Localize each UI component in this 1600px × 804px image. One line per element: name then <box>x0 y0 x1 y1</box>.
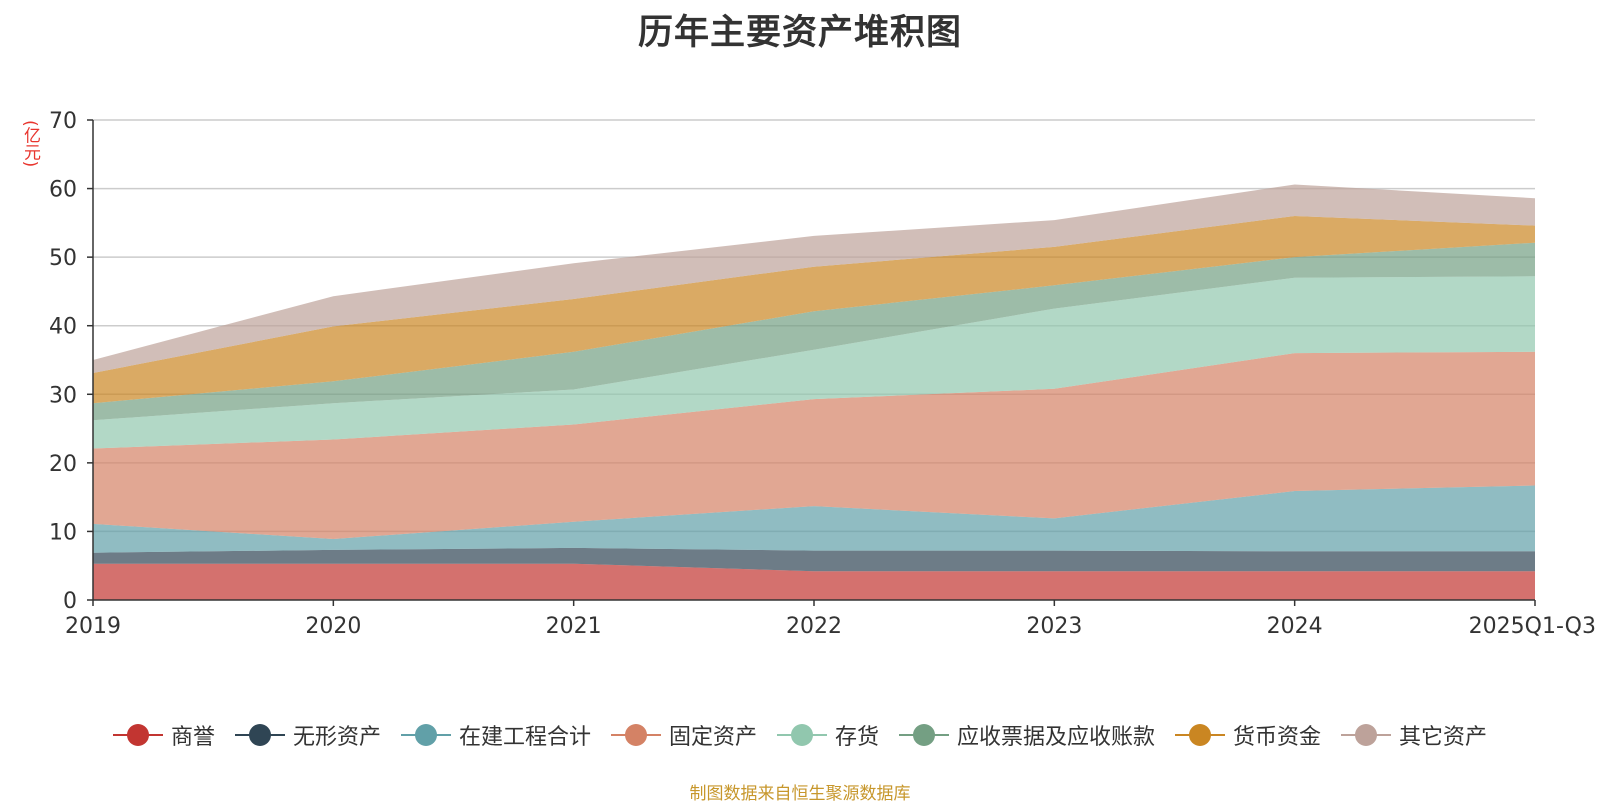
legend-item-4[interactable]: 存货 <box>777 719 879 751</box>
x-tick-label: 2025Q1-Q3 <box>1469 614 1596 639</box>
legend-marker-icon <box>1341 722 1392 748</box>
legend-item-5[interactable]: 应收票据及应收账款 <box>899 719 1155 751</box>
legend-marker-icon <box>400 722 451 748</box>
legend-item-2[interactable]: 在建工程合计 <box>400 719 591 751</box>
area-series-0 <box>93 563 1535 600</box>
legend-label: 在建工程合计 <box>458 725 591 750</box>
y-tick-label: 20 <box>49 452 77 477</box>
y-tick-label: 60 <box>49 178 77 203</box>
y-tick-label: 10 <box>49 520 77 545</box>
y-axis-unit-label: (亿元) <box>20 120 40 168</box>
area-series-4 <box>93 276 1535 449</box>
legend-item-6[interactable]: 货币资金 <box>1175 719 1321 751</box>
area-series-group <box>93 184 1535 600</box>
y-tick-label: 70 <box>49 109 77 134</box>
area-series-5 <box>93 242 1535 421</box>
legend-label: 货币资金 <box>1233 725 1322 750</box>
axes: 0 10 20 30 40 50 60 70 2019 2020 2021 2022 2023 2024 2… <box>49 109 1596 639</box>
legend-label: 商誉 <box>170 725 215 750</box>
legend-label: 固定资产 <box>668 725 757 750</box>
legend-marker-icon <box>234 722 285 748</box>
legend-marker-icon <box>610 722 661 748</box>
y-tick-label: 0 <box>63 589 77 614</box>
area-series-6 <box>93 216 1535 404</box>
legend-marker-icon <box>1175 722 1226 748</box>
legend-item-3[interactable]: 固定资产 <box>610 719 757 751</box>
x-tick-label: 2021 <box>546 614 602 639</box>
legend-marker-icon <box>899 722 950 748</box>
x-tick-label: 2024 <box>1267 614 1323 639</box>
area-series-2 <box>93 485 1535 553</box>
legend-label: 存货 <box>835 725 880 750</box>
legend: 商誉 无形资产 在建工程合计 固定资产 存货 应收票据及应收账款 货币资金 其它资产 <box>0 718 1600 752</box>
area-series-7 <box>93 184 1535 373</box>
x-tick-label: 2022 <box>786 614 842 639</box>
legend-label: 应收票据及应收账款 <box>957 725 1156 750</box>
legend-label: 无形资产 <box>292 725 381 750</box>
legend-marker-icon <box>777 722 827 748</box>
x-tick-label: 2019 <box>65 614 121 639</box>
legend-item-0[interactable]: 商誉 <box>112 719 215 751</box>
x-tick-label: 2023 <box>1026 614 1082 639</box>
legend-item-1[interactable]: 无形资产 <box>234 719 381 751</box>
legend-marker-icon <box>112 722 163 748</box>
legend-label: 其它资产 <box>1399 725 1488 750</box>
x-tick-label: 2020 <box>305 614 361 639</box>
data-source-note: 制图数据来自恒生聚源数据库 <box>689 784 911 804</box>
area-series-1 <box>93 547 1535 572</box>
stacked-area-chart: 0 10 20 30 40 50 60 70 2019 2020 2021 2022 2023 2024 2… <box>49 109 1596 639</box>
y-tick-label: 40 <box>49 315 77 340</box>
chart-title: 历年主要资产堆积图 <box>637 13 962 53</box>
y-tick-label: 50 <box>49 246 77 271</box>
legend-item-7[interactable]: 其它资产 <box>1341 719 1487 751</box>
y-tick-label: 30 <box>49 383 77 408</box>
area-series-3 <box>93 351 1535 539</box>
